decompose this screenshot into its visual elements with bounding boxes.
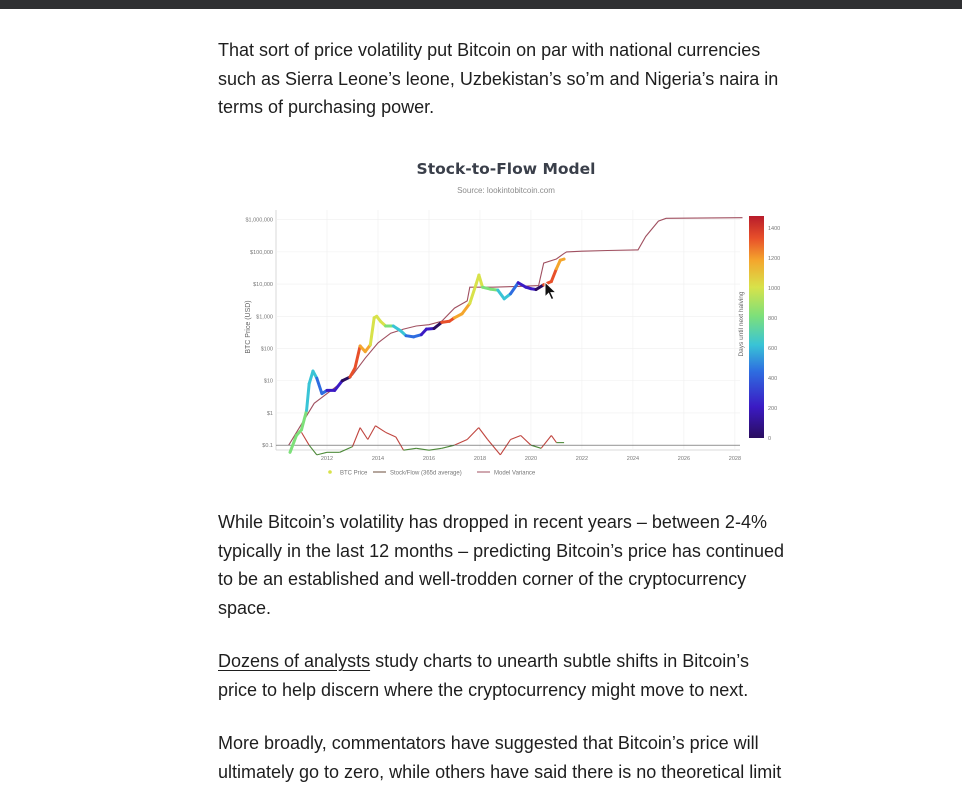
x-tick-label: 2014 [372, 456, 384, 462]
colorbar-tick-label: 1400 [768, 226, 780, 232]
btc-price-segment [315, 376, 324, 396]
model-variance-segment [510, 434, 521, 441]
model-variance-segment [339, 446, 353, 453]
legend-variance-label: Model Variance [494, 471, 536, 477]
x-tick-label: 2018 [474, 456, 486, 462]
series-model-variance [276, 425, 740, 456]
y-tick-label: $1,000 [256, 314, 273, 320]
x-tick-label: 2022 [576, 456, 588, 462]
model-variance-segment [441, 444, 455, 449]
model-variance-segment [499, 439, 512, 456]
model-variance-segment [359, 427, 369, 440]
model-variance-segment [487, 439, 501, 456]
colorbar-tick-label: 800 [768, 316, 777, 322]
legend-btc-label: BTC Price [340, 471, 368, 477]
btc-price-segment [477, 273, 485, 289]
model-variance-segment [540, 435, 552, 449]
btc-price-segment [288, 433, 298, 454]
model-variance-segment [367, 425, 376, 440]
btc-price-segment [549, 267, 558, 284]
btc-price-segment [496, 288, 506, 301]
btc-price-segment [307, 369, 315, 386]
colorbar-tick-label: 400 [768, 376, 777, 382]
model-variance-segment [308, 444, 318, 456]
model-variance-segment [375, 425, 386, 433]
article-paragraph: More broadly, commentators have suggeste… [218, 733, 782, 782]
x-tick-label: 2028 [729, 456, 741, 462]
chart-legend: BTC Price Stock/Flow (365d average) Mode… [328, 470, 536, 477]
btc-price-segment [305, 382, 311, 412]
model-variance-segment [550, 435, 557, 443]
x-tick-label: 2024 [627, 456, 639, 462]
article-paragraph: That sort of price volatility put Bitcoi… [218, 40, 779, 117]
y-tick-label: $10 [264, 379, 273, 385]
y-axis-ticks: $0.1 $1 $10 $100 $1,000 $10,000 $100,000 $1,000… [245, 218, 273, 450]
paragraph-text: study charts to unearth subtle shifts in… [218, 651, 749, 700]
colorbar-ticks: 0 200 400 600 800 1000 1200 1400 [768, 226, 780, 442]
chart-svg: $0.1 $1 $10 $100 $1,000 $10,000 $100,000 $1,000… [245, 210, 780, 477]
y-axis-label: BTC Price (USD) [245, 300, 252, 353]
chart-source: Source: lookintobitcoin.com [457, 186, 555, 195]
y-tick-label: $100,000 [250, 250, 273, 256]
model-variance-segment [385, 431, 397, 438]
model-variance-segment [301, 432, 310, 446]
dozens-of-analysts-link[interactable]: Dozens of analysts [218, 651, 371, 671]
article-paragraph: While Bitcoin’s volatility has dropped i… [218, 512, 784, 618]
colorbar-tick-label: 1200 [768, 256, 780, 262]
mouse-pointer-icon [544, 280, 558, 301]
y-tick-label: $10,000 [253, 282, 273, 288]
btc-price-segment [432, 320, 444, 330]
chart-title: Stock-to-Flow Model [416, 160, 596, 178]
btc-price-segment [368, 316, 376, 347]
colorbar [749, 216, 764, 438]
colorbar-label: Days until next halving [738, 291, 745, 356]
colorbar-tick-label: 1000 [768, 286, 780, 292]
btc-price-segment [333, 379, 344, 392]
btc-price-segment [558, 257, 566, 262]
chart-grid [275, 210, 740, 451]
colorbar-tick-label: 600 [768, 346, 777, 352]
y-tick-label: $0.1 [262, 443, 273, 449]
colorbar-tick-label: 0 [768, 436, 771, 442]
btc-price-segment [353, 344, 362, 370]
model-variance-segment [351, 427, 361, 447]
stock-to-flow-figure: Stock-to-Flow Model Source: lookintobitc… [232, 152, 780, 482]
x-tick-label: 2020 [525, 456, 537, 462]
x-tick-label: 2026 [678, 456, 690, 462]
legend-btc-marker [328, 470, 332, 474]
btc-price-segment [299, 408, 309, 432]
model-variance-segment [530, 444, 542, 449]
model-variance-segment [520, 435, 532, 446]
btc-price-segment [509, 281, 520, 296]
model-variance-segment [316, 451, 328, 456]
model-variance-segment [395, 436, 404, 451]
x-tick-label: 2016 [423, 456, 435, 462]
series-btc-price [288, 257, 566, 454]
browser-top-bar [0, 0, 962, 9]
y-tick-label: $1,000,000 [245, 218, 273, 224]
btc-price-segment [460, 301, 472, 316]
article-paragraph: Dozens of analysts study charts to unear… [218, 647, 790, 704]
model-variance-segment [454, 438, 468, 446]
model-variance-segment [428, 447, 442, 451]
model-variance-segment [466, 427, 480, 440]
model-variance-segment [416, 447, 430, 451]
btc-price-segment [554, 258, 562, 271]
colorbar-tick-label: 200 [768, 406, 777, 412]
model-variance-segment [478, 427, 489, 440]
btc-price-segment [348, 366, 357, 379]
x-axis-ticks: 2012 2014 2016 2018 2020 2022 2024 2026 2028 [321, 456, 741, 462]
model-variance-segment [403, 447, 417, 451]
y-tick-label: $100 [261, 347, 273, 353]
legend-sf-label: Stock/Flow (365d average) [390, 471, 462, 477]
x-tick-label: 2012 [321, 456, 333, 462]
btc-price-segment [468, 282, 478, 305]
btc-price-segment [391, 324, 403, 333]
y-tick-label: $1 [267, 411, 273, 417]
